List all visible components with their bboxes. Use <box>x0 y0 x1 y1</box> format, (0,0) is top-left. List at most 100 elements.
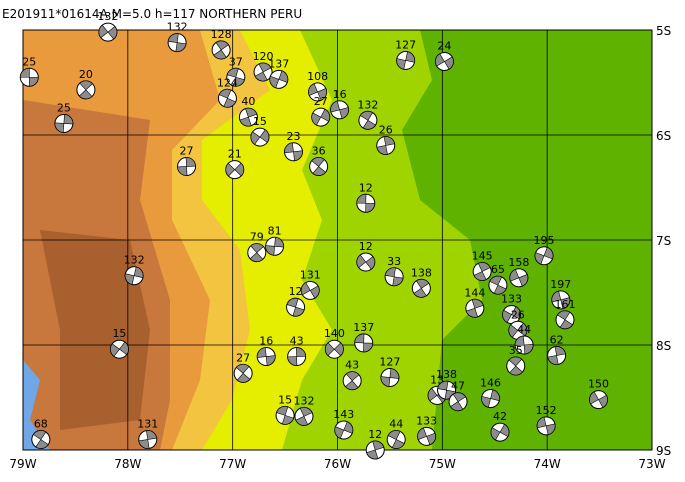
depth-label: 132 <box>357 98 378 111</box>
focal-mechanism <box>54 113 74 133</box>
depth-label: 195 <box>534 234 555 247</box>
depth-label: 137 <box>353 321 374 334</box>
depth-label: 25 <box>22 55 36 68</box>
focal-mechanism <box>380 368 400 388</box>
x-tick-label: 76W <box>324 457 351 471</box>
focal-mechanism <box>488 275 508 295</box>
focal-mechanism <box>226 67 246 87</box>
depth-label: 108 <box>307 70 328 83</box>
depth-label: 12 <box>359 181 373 194</box>
map-frame <box>22 29 653 451</box>
depth-label: 23 <box>286 130 300 143</box>
beachball-quadrant <box>138 430 157 449</box>
beachball-quadrant <box>536 416 556 435</box>
beachball-quadrant <box>435 53 454 70</box>
beachball-quadrant <box>19 67 39 87</box>
beachball-quadrant <box>54 114 74 133</box>
focal-mechanism <box>555 310 575 330</box>
map-title: E201911*01614A M=5.0 h=117 NORTHERN PERU <box>2 7 302 21</box>
depth-label: 37 <box>229 55 243 68</box>
focal-mechanism <box>551 290 571 310</box>
depth-label: 27 <box>180 145 194 158</box>
beachball-quadrant <box>396 51 415 70</box>
depth-label: 65 <box>491 263 505 276</box>
depth-label: 24 <box>437 40 451 53</box>
depth-label: 132 <box>124 254 145 267</box>
focal-mechanism <box>225 160 245 180</box>
focal-mechanism <box>342 371 362 391</box>
depth-label: 120 <box>253 50 274 63</box>
depth-label: 131 <box>137 418 158 431</box>
focal-mechanism <box>308 82 328 102</box>
beachball-quadrant <box>334 421 354 439</box>
depth-label: 62 <box>550 334 564 347</box>
depth-label: 131 <box>300 268 321 281</box>
focal-mechanism <box>589 390 609 410</box>
depth-label: 33 <box>387 255 401 268</box>
focal-mechanism <box>19 67 39 87</box>
focal-mechanism <box>300 280 320 300</box>
depth-label: 44 <box>389 418 403 431</box>
focal-mechanism <box>269 69 289 89</box>
depth-label: 15 <box>253 115 267 128</box>
depth-label: 144 <box>464 286 485 299</box>
depth-label: 133 <box>501 293 522 306</box>
depth-label: 146 <box>480 377 501 390</box>
y-tick-label: 8S <box>656 339 671 353</box>
focal-mechanism <box>217 88 237 108</box>
beachball-quadrant <box>557 310 573 330</box>
focal-mechanism <box>536 416 556 436</box>
focal-mechanism <box>396 50 416 70</box>
depth-label: 15 <box>278 393 292 406</box>
focal-mechanism <box>365 440 385 460</box>
focal-mechanism <box>481 389 501 409</box>
focal-mechanism <box>434 52 454 71</box>
focal-mechanism <box>330 100 350 120</box>
focal-mechanism <box>294 406 314 426</box>
depth-label: 150 <box>588 378 609 391</box>
focal-mechanism <box>253 62 273 82</box>
depth-label: 47 <box>451 380 465 393</box>
beachball-quadrant <box>509 269 529 287</box>
depth-label: 21 <box>228 148 242 161</box>
focal-mechanism <box>167 33 187 53</box>
focal-mechanism <box>250 127 270 147</box>
focal-mechanism <box>354 333 374 353</box>
beachball-quadrant <box>265 237 284 256</box>
focal-mechanism <box>98 22 118 42</box>
depth-label: 158 <box>508 256 529 269</box>
x-tick-label: 75W <box>429 457 456 471</box>
beachball-quadrant <box>284 142 303 162</box>
beachball-quadrant <box>287 347 306 366</box>
focal-mechanism <box>356 252 376 272</box>
beachball-quadrant <box>547 346 566 365</box>
beachball-quadrant <box>276 406 295 425</box>
focal-mechanism <box>265 236 285 256</box>
beachball-quadrant <box>250 129 270 145</box>
beachball-quadrant <box>239 107 258 127</box>
focal-mechanism <box>465 298 485 318</box>
depth-label: 128 <box>211 28 232 41</box>
beachball-quadrant <box>78 80 93 100</box>
beachball-quadrant <box>450 392 467 411</box>
focal-mechanism <box>76 80 96 100</box>
depth-label: 132 <box>167 21 188 34</box>
beachball-quadrant <box>413 279 430 298</box>
beachball-quadrant <box>589 391 608 408</box>
x-tick-label: 73W <box>638 457 665 471</box>
depth-label: 138 <box>411 266 432 279</box>
focal-mechanism <box>472 262 492 281</box>
beachball-quadrant <box>344 371 360 390</box>
focal-mechanism <box>358 110 378 130</box>
beachball-quadrant <box>490 423 510 441</box>
depth-label: 27 <box>314 95 328 108</box>
beachball-quadrant <box>359 111 376 130</box>
beachball-quadrant <box>226 67 245 87</box>
focal-mechanism <box>287 347 307 367</box>
focal-mechanism <box>411 278 431 298</box>
focal-mechanism <box>31 430 51 449</box>
beachball-quadrant <box>502 306 521 323</box>
focal-mechanism <box>283 142 303 162</box>
focal-mechanism <box>138 430 158 449</box>
beachball-quadrant <box>177 157 196 176</box>
